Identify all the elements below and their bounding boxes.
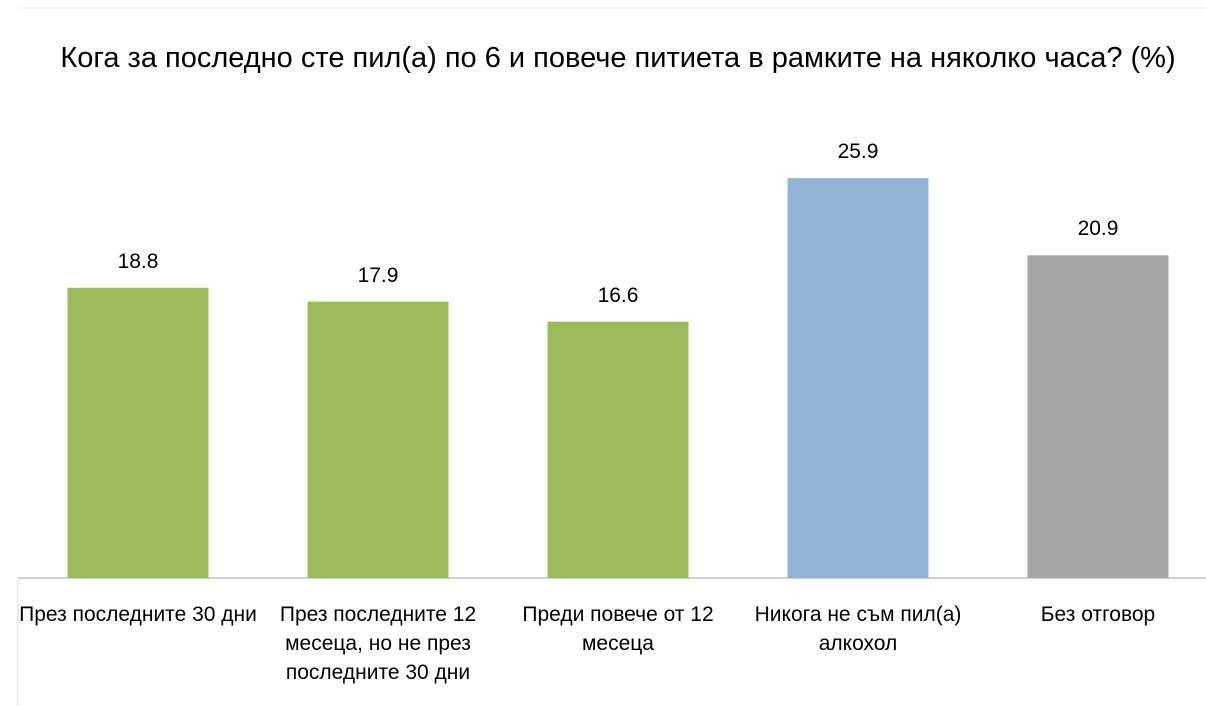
x-tick-label: През последните 30 дни xyxy=(19,603,257,626)
data-label: 20.9 xyxy=(1077,217,1119,241)
bar xyxy=(67,287,209,578)
x-tick-label: Никога не съм пил(а) алкохол xyxy=(754,603,962,655)
bar xyxy=(1027,255,1169,578)
data-label: 16.6 xyxy=(597,283,639,307)
data-label: 25.9 xyxy=(837,140,879,164)
data-label: 17.9 xyxy=(357,263,399,287)
bar xyxy=(307,301,449,578)
chart-title: Кога за последно сте пил(а) по 6 и повеч… xyxy=(60,42,1176,74)
data-label: 18.8 xyxy=(117,249,159,273)
x-tick-label: Преди повече от 12 месеца xyxy=(522,603,714,655)
bar xyxy=(547,321,689,578)
x-tick-label: Без отговор xyxy=(1040,603,1156,626)
x-tick-label: През последните 12 месеца, но не през по… xyxy=(279,603,477,684)
bar xyxy=(787,178,929,578)
